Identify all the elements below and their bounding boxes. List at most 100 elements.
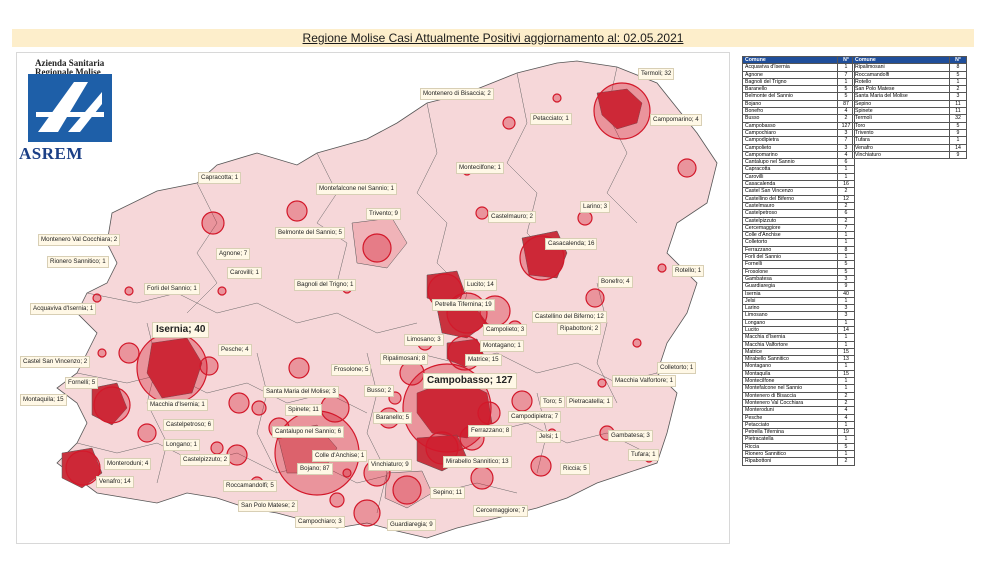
comune-cell: Bojano — [742, 99, 838, 109]
count-cell: 5 — [837, 260, 855, 269]
count-cell: 1 — [837, 238, 855, 247]
map-label: Bonefro; 4 — [598, 276, 633, 288]
circle-cercemaggiore — [470, 466, 494, 490]
map-label: Busso; 2 — [364, 385, 395, 397]
map-label: Macchia Valfortore; 1 — [612, 375, 677, 387]
count-cell: 1 — [837, 420, 855, 430]
table-row: Baranello 5 — [742, 85, 855, 94]
table-row: Tufara 1 — [852, 136, 967, 145]
count-cell: 2 — [837, 457, 855, 466]
table-row: Matrice 15 — [742, 347, 855, 357]
map-label: Rotello; 1 — [672, 265, 705, 277]
comune-cell: Trivento — [852, 128, 950, 138]
table-row: Gambatesa 3 — [742, 274, 855, 284]
comune-cell: Petrella Tifernina — [742, 428, 838, 437]
circle-riccia — [530, 455, 552, 477]
count-cell: 1 — [949, 77, 967, 87]
table-row: Lucito 14 — [742, 325, 855, 335]
count-cell: 1 — [837, 252, 855, 262]
table-row: Carovilli 1 — [742, 172, 855, 182]
circle-small-10 — [92, 293, 102, 303]
comune-cell: Agnone — [742, 70, 838, 79]
comune-cell: Pesche — [742, 413, 838, 422]
comune-cell: Petacciato — [742, 420, 838, 430]
table-row: Bojano 87 — [742, 99, 855, 109]
count-cell: 40 — [837, 289, 855, 298]
circle-montenero-bisaccia — [502, 116, 516, 130]
table-row: Ripalimosani 8 — [852, 63, 967, 72]
shaded-municipalities — [61, 88, 643, 509]
table-row: Montefalcone nel Sannio 1 — [742, 384, 855, 393]
circle-castelpetroso — [228, 392, 250, 414]
table-row: Petacciato 1 — [742, 420, 855, 430]
table-header-row: Comune N° — [852, 55, 967, 65]
circle-small-11 — [97, 348, 107, 358]
table-row: San Polo Matese 2 — [852, 85, 967, 94]
circle-campochiaro — [329, 492, 345, 508]
logo-line-1: Azienda Sanitaria — [35, 58, 105, 68]
map-label: Tufara; 1 — [628, 449, 659, 461]
comune-cell: Vinchiaturo — [852, 150, 950, 160]
comune-cell: Termoli — [852, 114, 950, 123]
count-cell: 9 — [949, 128, 967, 138]
circle-monteroduni — [137, 423, 157, 443]
comune-cell: Frosolone — [742, 267, 838, 276]
map-label: Ripalimosani; 8 — [380, 353, 429, 365]
comune-cell: Roccamandolfi — [852, 70, 950, 79]
table-row: Castelpetroso 6 — [742, 209, 855, 218]
circle-belmonte — [286, 200, 308, 222]
termoli-area — [596, 88, 643, 130]
title-bar: Regione Molise Casi Attualmente Positivi… — [12, 29, 974, 47]
venafro-area — [61, 447, 103, 489]
comune-cell: Bonefro — [742, 107, 838, 116]
map-label: Vinchiaturo; 9 — [368, 459, 412, 471]
count-cell: 9 — [837, 282, 855, 291]
circle-bonefro — [585, 288, 605, 308]
map-label: Agnone; 7 — [216, 248, 251, 260]
comune-cell: Castelpizzuto — [742, 216, 838, 225]
map-label: Toro; 5 — [540, 396, 565, 408]
count-cell: 7 — [837, 223, 855, 233]
count-cell: 32 — [949, 114, 967, 123]
count-cell: 1 — [949, 136, 967, 145]
map-label: Pesche; 4 — [218, 344, 252, 356]
table-row: Venafro 14 — [852, 143, 967, 152]
comune-cell: Castel San Vincenzo — [742, 187, 838, 196]
map-label: Bojano; 87 — [297, 463, 333, 475]
count-cell: 5 — [949, 70, 967, 79]
count-cell: 16 — [837, 180, 855, 189]
table-row: Montecilfone 1 — [742, 377, 855, 386]
map-label: Matrice; 15 — [465, 354, 502, 366]
map-label: San Polo Matese; 2 — [238, 500, 299, 512]
table-row: Rotello 1 — [852, 77, 967, 87]
comune-cell: Acquaviva d'Isernia — [742, 63, 838, 72]
comune-cell: Limosano — [742, 311, 838, 320]
circle-trivento — [362, 233, 392, 263]
table-row: Castelpizzuto 2 — [742, 216, 855, 225]
table-row: Montenero Val Cocchiara 2 — [742, 398, 855, 408]
asrem-logo — [28, 74, 112, 142]
map-label: Termoli; 32 — [638, 68, 675, 80]
map-label: Rionero Sannitico; 1 — [47, 256, 109, 268]
table-row: Macchia d'Isernia 1 — [742, 333, 855, 342]
table-row: Campolieto 3 — [742, 143, 855, 152]
cases-table-2: Comune N° Ripalimosani 8 Roccamandolfi 5 Rot… — [852, 55, 967, 160]
count-cell: 6 — [837, 209, 855, 218]
count-cell: 8 — [837, 245, 855, 255]
map-label: Castelmauro; 2 — [488, 211, 536, 223]
table-row: Campochiaro 3 — [742, 128, 855, 138]
table-row: Petrella Tifernina 19 — [742, 428, 855, 437]
circle-small-8 — [217, 286, 227, 296]
map-label: Mirabello Sannitico; 13 — [443, 456, 512, 468]
comune-cell: Matrice — [742, 347, 838, 357]
table-row: Limosano 3 — [742, 311, 855, 320]
circle-agnone — [201, 211, 225, 235]
comune-cell: Capracotta — [742, 165, 838, 174]
comune-cell: Montecilfone — [742, 377, 838, 386]
count-cell: 5 — [949, 121, 967, 130]
map-label: Monteroduni; 4 — [104, 458, 152, 470]
comune-cell: Campodipietra — [742, 136, 838, 145]
circle-venafro — [65, 450, 101, 486]
count-cell: 12 — [837, 194, 855, 203]
comune-cell: Bagnoli del Trigno — [742, 77, 838, 87]
